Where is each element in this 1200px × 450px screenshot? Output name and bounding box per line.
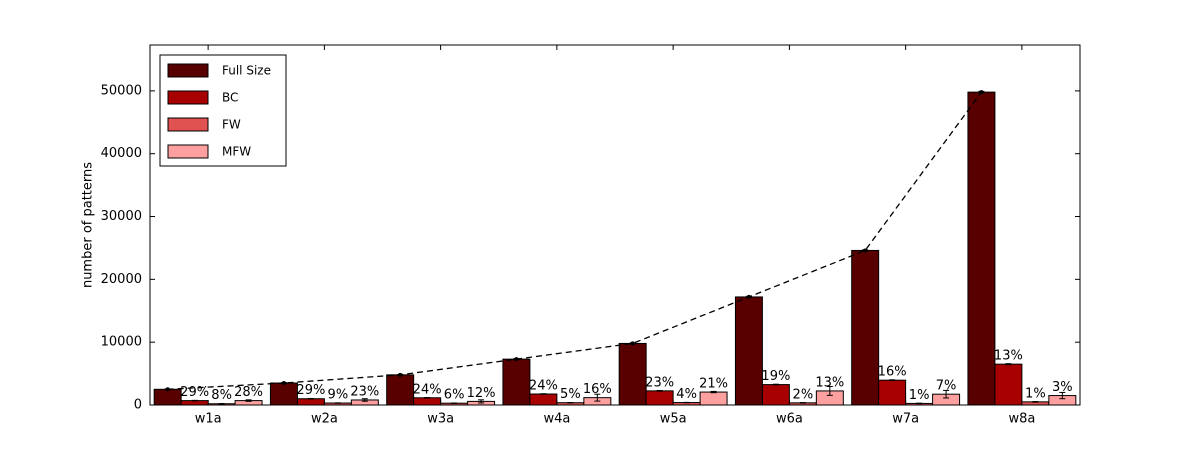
x-tick-label: w7a [892,412,919,427]
bar [502,358,531,406]
x-tick-label: w8a [1008,412,1035,427]
x-tick-label: w6a [776,412,803,427]
percentage-label: 12% [467,386,496,401]
percentage-label: 23% [645,375,674,390]
trend-point [398,372,403,377]
y-tick-label: 20000 [101,272,142,287]
trend-line [167,91,982,390]
percentage-label: 24% [413,382,442,397]
bar [645,390,674,406]
bar [269,382,298,406]
x-tick-label: w5a [660,412,687,427]
y-tick-label: 0 [134,398,142,413]
percentage-label: 4% [676,387,697,402]
y-axis-label: number of patterns [81,162,96,288]
percentage-label: 8% [211,388,232,403]
legend-swatch [167,144,209,159]
y-tick-label: 10000 [101,335,142,350]
legend-label: FW [222,118,241,132]
trend-point [746,294,751,299]
x-tick-label: w2a [311,412,338,427]
bar [413,397,442,406]
percentage-label: 24% [529,379,558,394]
trend-point [165,387,170,392]
bar [529,393,558,406]
bar [153,388,182,406]
percentage-label: 28% [234,385,263,400]
percentage-label: 13% [815,375,844,390]
x-tick-label: w3a [427,412,454,427]
trend-point [979,90,984,95]
percentage-label: 29% [180,385,209,400]
legend-swatch [167,117,209,132]
bar [994,363,1023,406]
bar [878,379,907,406]
percentage-label: 7% [936,379,957,394]
y-tick-label: 50000 [101,83,142,98]
y-tick-label: 40000 [101,146,142,161]
bar [386,374,415,406]
legend-swatch [167,63,209,78]
bar [734,296,763,406]
legend-label: BC [222,91,238,105]
bar [761,384,790,406]
y-tick-label: 30000 [101,209,142,224]
percentage-label: 16% [583,382,612,397]
bar [699,391,728,406]
bar [296,398,325,406]
percentage-label: 19% [761,369,790,384]
percentage-label: 9% [328,388,349,403]
x-tick-label: w1a [195,412,222,427]
bar [967,91,996,406]
plot-frame [149,44,1081,406]
percentage-label: 23% [350,384,379,399]
percentage-label: 1% [1025,386,1046,401]
percentage-label: 1% [909,388,930,403]
percentage-label: 13% [994,349,1023,364]
trend-point [863,248,868,253]
trend-point [514,357,519,362]
legend-label: Full Size [222,64,271,78]
percentage-label: 29% [296,383,325,398]
x-tick-label: w4a [543,412,570,427]
percentage-label: 21% [699,377,728,392]
percentage-label: 16% [878,365,907,380]
legend-label: MFW [222,145,251,159]
legend-swatch [167,90,209,105]
percentage-label: 5% [560,387,581,402]
percentage-label: 6% [444,388,465,403]
percentage-label: 2% [793,387,814,402]
bar [618,342,647,406]
bar [851,249,880,406]
trend-point [630,341,635,346]
percentage-label: 3% [1052,380,1073,395]
trend-point [281,381,286,386]
